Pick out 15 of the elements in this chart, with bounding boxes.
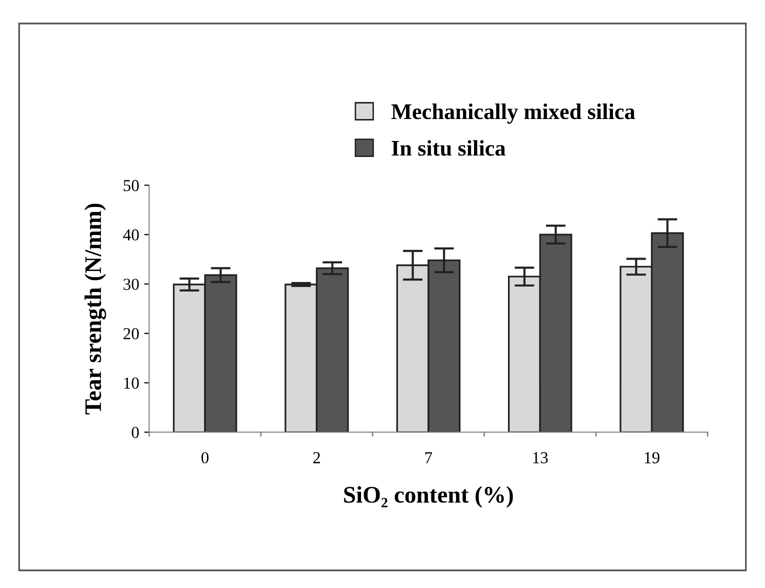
legend-label: Mechanically mixed silica <box>391 104 636 124</box>
y-tick-label: 30 <box>124 278 139 290</box>
legend-label: In situ silica <box>392 140 506 156</box>
x-tick-label: 2 <box>313 452 320 464</box>
y-tick-label: 40 <box>123 229 139 241</box>
x-tick-label: 19 <box>644 452 660 464</box>
x-tick-label: 0 <box>201 452 209 464</box>
y-tick-label: 10 <box>124 377 139 389</box>
x-tick-label: 7 <box>425 452 432 464</box>
y-tick-label: 0 <box>132 426 139 438</box>
x-tick-label: 13 <box>533 452 548 464</box>
x-axis-title: SiO₂ content (%) <box>344 486 513 508</box>
y-tick-label: 20 <box>124 328 139 340</box>
y-axis-title: Tear srength (N/mm) <box>84 204 106 414</box>
y-tick-label: 50 <box>124 180 139 192</box>
